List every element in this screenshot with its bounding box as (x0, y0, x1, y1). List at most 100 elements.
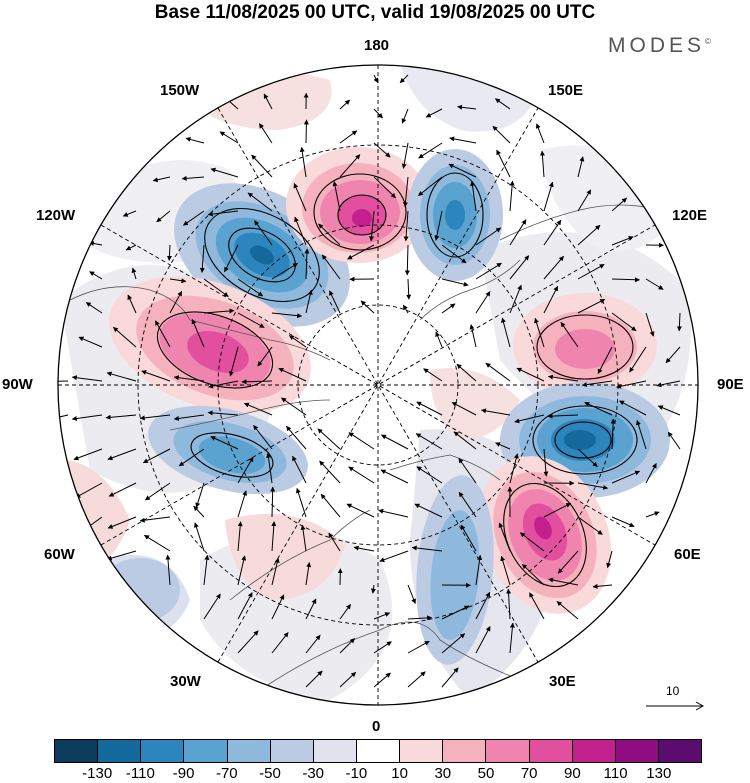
wind-vector (105, 414, 137, 420)
pole-region (333, 326, 430, 438)
colorbar-box (141, 740, 185, 762)
wind-vector (339, 671, 357, 688)
colorbar-ticks: -130 -110 -90 -70 -50 -30 -10 10 30 50 70 90 110 130 (54, 765, 702, 783)
wind-vector (113, 326, 137, 348)
colorbar-box (184, 740, 228, 762)
coastline (229, 509, 371, 601)
wind-vector (415, 433, 443, 450)
wind-vector (619, 400, 647, 416)
wind-vector (348, 432, 375, 450)
copyright-mark: © (705, 37, 711, 46)
wind-vector (266, 452, 273, 484)
wind-vector (299, 146, 307, 178)
colorbar-tick-label: 10 (391, 765, 408, 782)
contour-lines (156, 172, 638, 588)
contour-line (554, 421, 612, 459)
wind-vector (278, 367, 307, 382)
wind-vector (169, 278, 187, 284)
wind-vector (108, 482, 137, 497)
wind-vector (494, 98, 511, 110)
wind-vector (300, 524, 307, 552)
lon-label-180: 180 (364, 37, 390, 54)
wind-vector (469, 324, 477, 348)
wind-vector (353, 545, 375, 552)
wind-vector (401, 142, 409, 169)
colorbar-box (270, 740, 314, 762)
wind-vector (373, 176, 396, 199)
lon-label-60w: 60W (44, 546, 75, 563)
wind-vector (139, 516, 171, 523)
wind-vector (629, 346, 647, 373)
wind-vector (610, 418, 616, 450)
wind-vector (247, 192, 273, 212)
wind-vector (543, 285, 559, 314)
coastline (419, 259, 521, 321)
wind-vector (270, 486, 276, 518)
wind-vector (122, 210, 137, 217)
wind-vector (448, 163, 477, 178)
wind-vector (535, 123, 545, 144)
wind-vector (89, 271, 103, 280)
wind-vector (373, 672, 391, 688)
wind-vector (178, 448, 205, 467)
colorbar-box (529, 740, 573, 762)
wind-vector (224, 244, 239, 273)
wind-vector (263, 93, 273, 110)
wind-vector (329, 290, 341, 314)
wind-vector (182, 210, 205, 226)
wind-vector (210, 436, 239, 450)
wind-vector (107, 448, 137, 461)
wind-vector (75, 482, 103, 499)
wind-vector (577, 263, 605, 280)
wind-vector (173, 414, 205, 421)
wind-vector (295, 487, 307, 518)
colorbar-tick-label: 110 (603, 765, 628, 782)
wind-vector (154, 320, 171, 348)
wind-vector (501, 317, 511, 348)
wind-vector (498, 522, 511, 552)
meridian-30 (217, 107, 539, 663)
wind-vector (339, 154, 361, 178)
wind-vector (237, 630, 259, 654)
wind-vector (418, 142, 443, 159)
wind-vector (656, 380, 681, 388)
wind-vector (373, 142, 391, 158)
wind-vector (529, 592, 545, 620)
wind-vector (509, 622, 515, 654)
wind-vector (78, 336, 103, 348)
wind-vector (288, 335, 307, 348)
wind-vector (636, 419, 647, 450)
wind-vector (251, 154, 273, 178)
wind-vector (457, 104, 477, 110)
wind-vector (373, 612, 391, 620)
wind-vector (441, 303, 456, 314)
colorbar-box (356, 740, 401, 762)
colorbar-tick-label: -10 (345, 765, 368, 782)
colorbar-tick-label: 30 (434, 765, 452, 782)
wind-vector (577, 156, 585, 178)
reference-vector: 10 (646, 684, 706, 714)
wind-vector (407, 615, 433, 621)
coastlines (69, 204, 661, 691)
wind-vector (258, 123, 273, 144)
wind-vector (534, 317, 545, 348)
wind-vector (509, 453, 519, 484)
wind-vector (243, 402, 273, 416)
contour-line (228, 227, 296, 283)
wind-vector (380, 469, 409, 484)
colorbar-tick-label: -50 (259, 765, 281, 782)
wind-vector (557, 550, 579, 574)
wind-vector (676, 312, 682, 332)
wind-vector (402, 304, 409, 314)
wind-vector (547, 374, 579, 382)
colorbar-box (55, 740, 99, 762)
wind-vector (339, 638, 355, 654)
wind-vector (402, 176, 409, 208)
wind-vector (373, 641, 392, 654)
wind-vector (460, 524, 477, 552)
colorbar-box (658, 740, 702, 762)
wind-vector (514, 414, 545, 424)
wind-vector (219, 131, 239, 144)
wind-vector (271, 262, 299, 280)
